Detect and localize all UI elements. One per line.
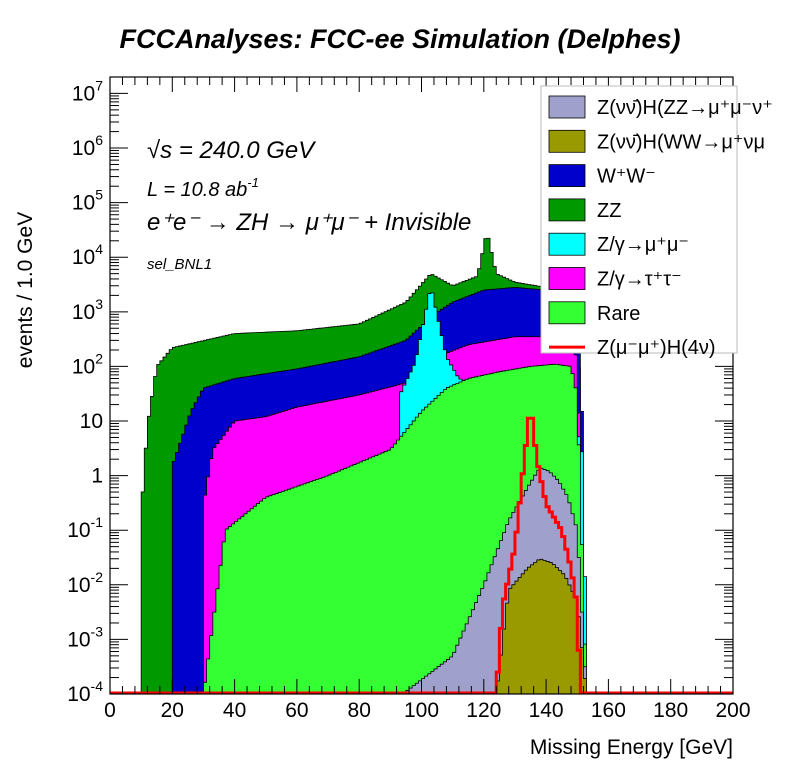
series-line-zmumu-h4nu: [110, 416, 733, 695]
legend-swatch-z: [548, 267, 586, 290]
legend-swatch-z-h-zz: [548, 95, 586, 119]
x-tick-label: 80: [348, 699, 371, 722]
y-tick-label: 107: [72, 77, 103, 105]
y-tick-label: 105: [72, 187, 103, 215]
y-tick-label: 104: [72, 241, 103, 269]
legend-label: Z(νν̄)H(WW→μ⁺νμ: [597, 131, 765, 153]
y-tick-label: 10-2: [67, 569, 103, 597]
x-tick-label: 40: [223, 699, 246, 722]
y-tick-label: 10-1: [67, 514, 103, 542]
legend-swatch-zz: [548, 198, 586, 222]
legend-label: Z/γ→μ⁺μ⁻: [597, 234, 689, 256]
legend: Z(νν̄)H(ZZ→μ⁺μ⁻ν⁺ Z(νν̄)H(WW→μ⁺νμ W⁺W⁻ ZZ Z/…: [540, 85, 773, 359]
histogram-fills: [140, 237, 587, 695]
annotations: √s = 240.0 GeV L = 10.8 ab-1 e⁺e⁻ → ZH →…: [147, 137, 471, 273]
legend-label: Z(μ⁻μ⁺)H(4ν): [597, 337, 716, 359]
x-axis-title: Missing Energy [GeV]: [530, 736, 733, 759]
x-tick-label: 0: [104, 699, 116, 722]
x-tick-label: 100: [404, 699, 439, 722]
y-tick-label: 10-3: [67, 623, 103, 651]
signal-curves: [110, 416, 733, 695]
legend-label: ZZ: [597, 200, 621, 222]
legend-swatch-w-w: [548, 164, 586, 188]
x-tick-label: 180: [653, 699, 688, 722]
selection-label: sel_BNL1: [147, 256, 212, 273]
x-tick-label: 160: [591, 699, 626, 722]
y-tick-label: 103: [72, 296, 103, 324]
sqrt-s-symbol: √s: [147, 137, 172, 164]
x-tick-label: 140: [529, 699, 564, 722]
x-tick-label: 60: [285, 699, 308, 722]
y-tick-label: 102: [72, 350, 103, 378]
legend-label: W⁺W⁻: [597, 166, 656, 188]
chart-title: FCCAnalyses: FCC-ee Simulation (Delphes): [119, 24, 680, 54]
y-tick-label: 10: [80, 410, 103, 433]
lumi-label: L = 10.8 ab-1: [147, 175, 259, 201]
x-axis: 0 20 40 60 80 100 120 140 160 180 200: [104, 77, 751, 722]
legend-label: Rare: [597, 303, 640, 325]
y-tick-label: 106: [72, 132, 103, 160]
legend-swatch-rare: [548, 301, 586, 325]
sqrt-s-value: = 240.0 GeV: [172, 137, 316, 164]
legend-swatch-z-h-ww: [548, 129, 586, 153]
y-tick-label: 1: [91, 465, 103, 488]
x-tick-label: 20: [161, 699, 184, 722]
y-tick-label: 10-4: [67, 678, 103, 706]
legend-label: Z/γ→τ⁺τ⁻: [597, 269, 682, 291]
legend-label: Z(νν̄)H(ZZ→μ⁺μ⁻ν⁺: [597, 97, 773, 119]
x-tick-label: 120: [466, 699, 501, 722]
legend-swatch-z: [548, 232, 586, 256]
lumi-base: L = 10.8 ab: [147, 179, 247, 201]
sqrt-s-label: √s = 240.0 GeV: [147, 137, 316, 164]
y-axis-title: events / 1.0 GeV: [14, 212, 37, 368]
x-tick-label: 200: [715, 699, 750, 722]
lumi-exp: -1: [247, 175, 259, 190]
process-label: e⁺e⁻ → ZH → μ⁺μ⁻ + Invisible: [147, 209, 471, 236]
